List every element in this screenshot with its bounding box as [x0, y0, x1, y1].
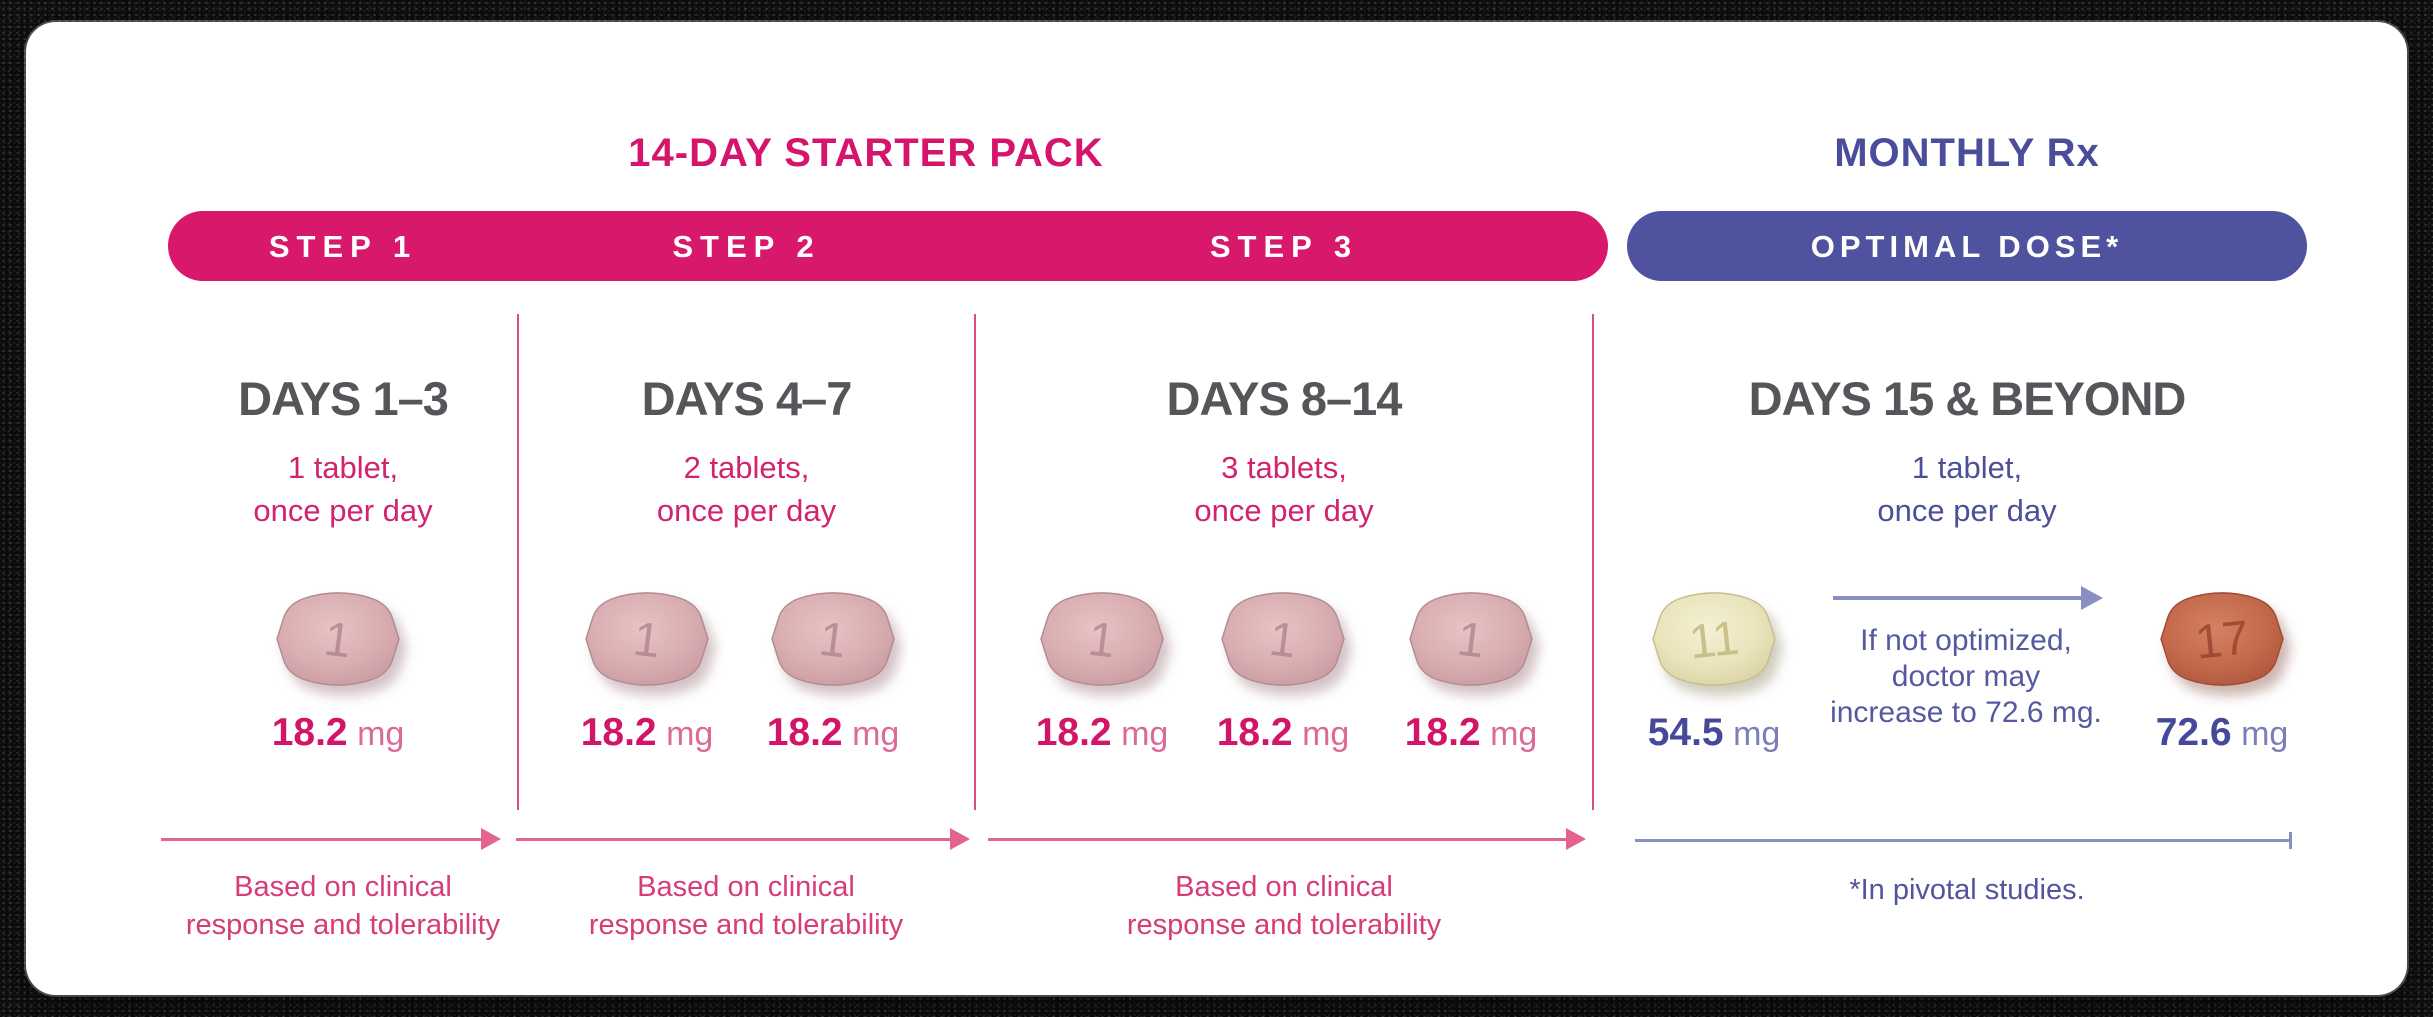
- dose-unit: mg: [852, 715, 900, 753]
- step-caption-line: response and tolerability: [588, 909, 904, 941]
- arrow-right-icon: [988, 828, 1586, 850]
- dosing-frequency-line: once per day: [1877, 493, 2057, 528]
- dose-unit: mg: [2241, 715, 2289, 753]
- pink-tablet-icon: 1: [1221, 592, 1345, 686]
- optimal-dose-bar: [1627, 211, 2307, 281]
- arrow-right-icon: [161, 828, 501, 850]
- step-2-label: STEP 2: [672, 229, 821, 264]
- step-caption: Based on clinical response and tolerabil…: [1074, 868, 1494, 944]
- column-divider: [517, 314, 519, 810]
- dose-label: 18.2 mg: [1351, 710, 1591, 756]
- dosing-frequency-line: 1 tablet,: [287, 450, 399, 485]
- dose-label: 18.2 mg: [713, 710, 953, 756]
- titration-note-line: doctor may: [1891, 660, 2041, 693]
- dose-value: 18.2: [580, 711, 657, 754]
- days-8-14-heading: DAYS 8–14: [1166, 372, 1403, 425]
- column-divider: [1592, 314, 1594, 810]
- titration-note-line: increase to 72.6 mg.: [1830, 696, 2102, 729]
- dose-value: 72.6: [2155, 711, 2232, 754]
- dosing-frequency-line: 2 tablets,: [683, 450, 810, 485]
- step-caption-line: response and tolerability: [1126, 909, 1442, 941]
- pink-tablet-icon: 1: [771, 592, 895, 686]
- days-15-beyond-heading: DAYS 15 & BEYOND: [1748, 372, 2187, 425]
- dose-unit: mg: [1490, 715, 1538, 753]
- pill-imprint: 11: [1687, 612, 1742, 670]
- dosing-frequency-line: 3 tablets,: [1221, 450, 1347, 485]
- dose-value: 18.2: [1216, 711, 1293, 754]
- step-caption-line: Based on clinical: [637, 871, 855, 903]
- yellow-tablet-icon: 11: [1652, 592, 1776, 686]
- pivotal-studies-footnote: *In pivotal studies.: [1849, 874, 2085, 906]
- dose-unit: mg: [1733, 715, 1781, 753]
- dose-label: 18.2 mg: [982, 710, 1222, 756]
- dose-value: 18.2: [766, 711, 843, 754]
- dosing-frequency-line: once per day: [253, 493, 433, 528]
- dosing-frequency-line: once per day: [1194, 493, 1374, 528]
- days-1-3-heading: DAYS 1–3: [238, 372, 449, 425]
- infographic-card: 14-DAY STARTER PACK MONTHLY Rx STEP 1 ST…: [26, 22, 2407, 995]
- step-caption: Based on clinical response and tolerabil…: [536, 868, 956, 944]
- dose-label: 18.2 mg: [527, 710, 767, 756]
- dose-unit: mg: [1121, 715, 1169, 753]
- dose-label: 18.2 mg: [1163, 710, 1403, 756]
- dose-value: 18.2: [1404, 711, 1481, 754]
- dose-label: 72.6 mg: [2102, 710, 2342, 756]
- titration-arrow-icon: [1833, 586, 2103, 610]
- orange-tablet-icon: 17: [2160, 592, 2284, 686]
- step-caption: Based on clinical response and tolerabil…: [133, 868, 553, 944]
- step-1-label: STEP 1: [268, 229, 418, 264]
- pill-imprint: 1: [1085, 613, 1118, 669]
- dosing-frequency-line: 1 tablet,: [1911, 450, 2023, 485]
- arrow-right-icon: [516, 828, 970, 850]
- starter-pack-step-bar: [168, 211, 1608, 281]
- pill-imprint: 1: [321, 613, 354, 669]
- dosing-frequency-text: 3 tablets, once per day: [975, 446, 1593, 532]
- pill-imprint: 1: [630, 613, 663, 669]
- pink-tablet-icon: 1: [1409, 592, 1533, 686]
- dose-value: 18.2: [271, 711, 348, 754]
- pill-imprint: 17: [2193, 611, 2252, 669]
- step-caption-line: Based on clinical: [1175, 871, 1393, 903]
- column-divider: [974, 314, 976, 810]
- dosing-frequency-text: 2 tablets, once per day: [518, 446, 975, 532]
- pill-imprint: 1: [1266, 613, 1299, 669]
- dosing-frequency-text: 1 tablet, once per day: [168, 446, 518, 532]
- step-3-label: STEP 3: [1209, 229, 1359, 264]
- pill-imprint: 1: [816, 613, 849, 669]
- dose-unit: mg: [357, 715, 405, 753]
- pink-tablet-icon: 1: [585, 592, 709, 686]
- dose-unit: mg: [1302, 715, 1350, 753]
- starter-pack-title: 14-DAY STARTER PACK: [628, 131, 1104, 175]
- dose-label: 54.5 mg: [1594, 710, 1834, 756]
- optimal-dose-label: OPTIMAL DOSE*: [1810, 229, 2124, 264]
- dosing-frequency-text: 1 tablet, once per day: [1627, 446, 2307, 532]
- dose-label: 18.2 mg: [218, 710, 458, 756]
- titration-note-line: If not optimized,: [1860, 624, 2072, 657]
- pink-tablet-icon: 1: [276, 592, 400, 686]
- pill-imprint: 1: [1454, 613, 1487, 669]
- timeline-end-line-icon: [1635, 832, 2292, 849]
- monthly-rx-title: MONTHLY Rx: [1834, 131, 2100, 175]
- pink-tablet-icon: 1: [1040, 592, 1164, 686]
- step-caption-line: response and tolerability: [185, 909, 501, 941]
- dose-unit: mg: [666, 715, 714, 753]
- days-4-7-heading: DAYS 4–7: [641, 372, 853, 425]
- dose-value: 18.2: [1035, 711, 1112, 754]
- step-caption-line: Based on clinical: [234, 871, 452, 903]
- dose-value: 54.5: [1647, 711, 1724, 754]
- titration-note: If not optimized, doctor may increase to…: [1816, 623, 2116, 731]
- dosing-frequency-line: once per day: [656, 493, 837, 528]
